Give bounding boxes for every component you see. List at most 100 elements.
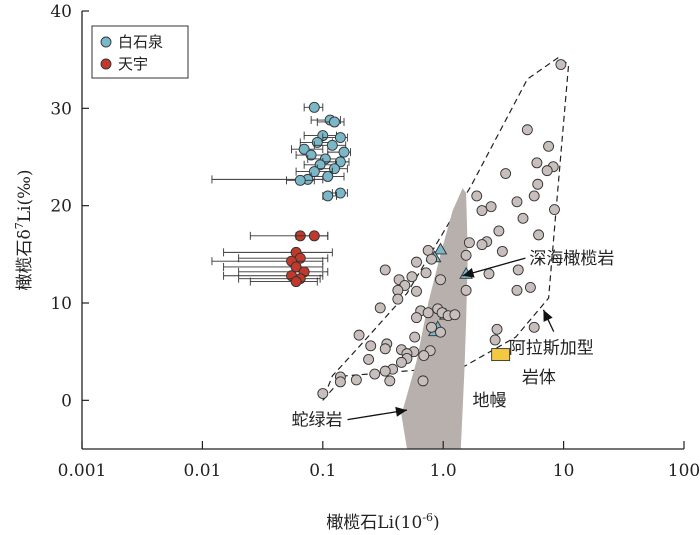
data-point (298, 143, 310, 155)
annotation-label: 地幔 (472, 391, 506, 411)
data-point (426, 321, 437, 333)
data-point (493, 225, 505, 237)
data-point (317, 388, 329, 399)
x-tick-label: 1.0 (430, 461, 457, 481)
data-point (409, 331, 421, 343)
x-tick-label: 10 (553, 461, 575, 481)
data-point (528, 321, 540, 333)
data-point (531, 157, 543, 169)
y-tick-label: 10 (50, 294, 72, 314)
legend-label: 天宇 (118, 55, 148, 73)
legend-marker (100, 58, 112, 70)
data-point (500, 168, 512, 179)
data-point (392, 293, 404, 305)
data-point (460, 284, 472, 296)
data-point (532, 178, 544, 190)
data-point (528, 190, 540, 202)
data-point (411, 285, 422, 297)
data-point (512, 264, 524, 276)
data-point (379, 343, 391, 355)
data-point (496, 245, 508, 257)
data-point (374, 302, 386, 314)
x-tick-label: 0.1 (309, 461, 336, 481)
data-point (290, 276, 302, 288)
annotation-arrowhead (462, 267, 475, 278)
annotation-arrowhead (543, 309, 553, 322)
mantle-region (401, 188, 468, 449)
data-point (555, 59, 567, 70)
data-point (420, 267, 432, 279)
data-point (417, 375, 429, 387)
data-point (411, 256, 422, 268)
data-point (476, 205, 488, 216)
data-point (334, 156, 346, 168)
data-point (305, 149, 317, 161)
data-point-triangle (433, 242, 448, 255)
annotation-label: 阿拉斯加型 (509, 339, 594, 359)
data-point (422, 307, 434, 319)
data-point (483, 268, 495, 280)
data-point (476, 239, 488, 251)
data-point (308, 230, 320, 242)
data-point (334, 132, 346, 143)
legend-marker (100, 36, 112, 48)
data-point (294, 174, 306, 186)
data-point (463, 237, 475, 249)
data-point (418, 350, 430, 362)
legend-label: 白石泉 (118, 33, 163, 51)
data-point (549, 204, 560, 216)
data-point (449, 309, 461, 321)
y-axis-title: 橄榄石δ7Li(‰) (13, 169, 35, 290)
data-point (411, 312, 422, 324)
data-point (541, 165, 553, 177)
plot-area: 0 10 20 30 40 0.001 0.01 0.1 1.0 10 100 橄榄石Li(10-6)… (13, 2, 700, 533)
data-point (379, 365, 391, 377)
data-point (365, 340, 377, 352)
annotation-label: 岩体 (522, 368, 556, 388)
data-point (384, 375, 396, 387)
data-point (435, 326, 446, 338)
annotation-arrowhead (395, 406, 407, 417)
data-point (395, 356, 407, 368)
x-tick-label: 0.01 (183, 461, 221, 481)
x-tick-label: 0.001 (58, 461, 107, 481)
data-point (326, 139, 338, 151)
data-point (460, 249, 472, 261)
data-point (308, 101, 320, 113)
y-tick-label: 40 (50, 2, 72, 22)
y-tick-label: 0 (61, 391, 72, 411)
data-point (511, 284, 523, 296)
data-point (334, 376, 346, 388)
data-point (369, 368, 381, 380)
data-point (543, 140, 555, 152)
data-point (485, 201, 497, 213)
data-point (489, 334, 501, 346)
annotation-label: 深海橄榄岩 (529, 249, 614, 269)
y-tick-label: 20 (50, 197, 72, 217)
data-point (379, 264, 391, 276)
data-point-square (491, 348, 511, 362)
data-point (322, 171, 334, 182)
data-point (334, 187, 346, 199)
annotation-label: 蛇绿岩 (292, 411, 343, 431)
data-point (491, 323, 503, 335)
data-point (322, 190, 334, 202)
data-point (521, 124, 533, 136)
data-point (533, 229, 545, 241)
x-axis-title: 橄榄石Li(10-6) (326, 511, 439, 533)
data-point (517, 212, 529, 224)
data-point (338, 146, 350, 158)
data-point (329, 116, 340, 128)
data-point (471, 190, 483, 202)
data-point (524, 281, 536, 293)
data-point (426, 253, 437, 265)
data-point (406, 271, 418, 283)
data-point (311, 136, 323, 148)
y-tick-label: 30 (50, 99, 72, 119)
data-point (363, 354, 375, 365)
data-point (350, 374, 362, 386)
x-tick-label: 100 (668, 461, 700, 481)
data-point (511, 196, 523, 208)
legend-box (91, 25, 189, 79)
